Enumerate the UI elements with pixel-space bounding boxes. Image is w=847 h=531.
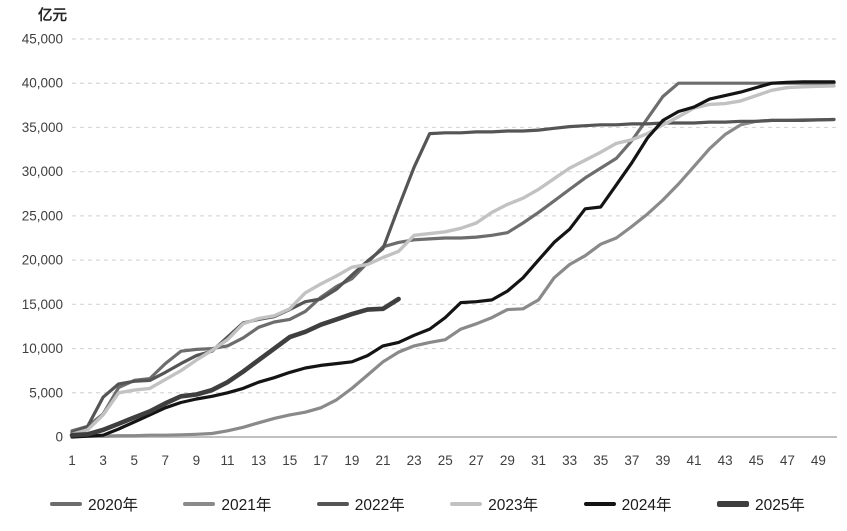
legend-line-swatch — [583, 502, 616, 506]
y-tick-label: 45,000 — [22, 32, 63, 47]
x-tick-label: 1 — [68, 453, 76, 468]
y-tick-label: 40,000 — [22, 76, 63, 91]
x-tick-label: 15 — [282, 453, 297, 468]
y-tick-label: 35,000 — [22, 120, 63, 135]
y-tick-label: 20,000 — [22, 253, 63, 268]
legend-line-swatch — [316, 502, 349, 506]
x-tick-label: 17 — [313, 453, 328, 468]
x-tick-label: 33 — [562, 453, 577, 468]
legend-item-2024: 2024年 — [583, 493, 672, 515]
chart-legend: 2020年 2021年 2022年 2023年 2024年 2025年 — [0, 493, 847, 515]
y-axis-unit-label: 亿元 — [38, 6, 67, 24]
legend-item-2023: 2023年 — [450, 493, 538, 515]
y-tick-label: 25,000 — [22, 208, 63, 223]
x-tick-label: 39 — [655, 453, 670, 468]
x-tick-label: 19 — [344, 453, 359, 468]
y-tick-label: 30,000 — [22, 164, 63, 179]
legend-year-label: 2022年 — [354, 497, 405, 514]
x-tick-label: 49 — [811, 453, 826, 468]
legend-line-swatch — [183, 502, 216, 506]
x-tick-label: 11 — [221, 453, 235, 468]
x-tick-label: 35 — [593, 453, 608, 468]
legend-year-label: 2023年 — [488, 497, 539, 514]
x-tick-label: 21 — [376, 453, 391, 468]
x-tick-label: 7 — [162, 453, 170, 468]
x-tick-label: 9 — [193, 453, 201, 468]
legend-year-label: 2025年 — [754, 497, 805, 514]
x-tick-label: 13 — [251, 453, 266, 468]
series-line-2023 — [70, 84, 836, 436]
legend-item-2022: 2022年 — [316, 493, 405, 515]
x-tick-label: 5 — [130, 453, 138, 468]
x-tick-label: 3 — [99, 453, 107, 468]
series-line-2020 — [70, 81, 836, 433]
line-chart-plot: 亿元05,00010,00015,00020,00025,00030,00035… — [22, 6, 837, 468]
series-line-2022 — [70, 117, 836, 435]
series-line-2021 — [70, 117, 836, 438]
series-line-2025 — [69, 296, 401, 438]
x-tick-label: 29 — [500, 453, 515, 468]
x-tick-label: 41 — [687, 453, 702, 468]
legend-line-swatch — [716, 501, 749, 507]
y-tick-label: 0 — [55, 430, 63, 445]
x-tick-label: 27 — [469, 453, 484, 468]
legend-item-2025: 2025年 — [716, 493, 805, 515]
x-tick-label: 43 — [718, 453, 733, 468]
legend-item-2020: 2020年 — [50, 493, 138, 515]
legend-year-label: 2021年 — [221, 497, 272, 514]
legend-year-label: 2020年 — [88, 497, 138, 514]
x-tick-label: 37 — [624, 453, 639, 468]
x-tick-label: 45 — [749, 453, 764, 468]
legend-year-label: 2024年 — [621, 497, 672, 514]
legend-item-2021: 2021年 — [183, 493, 271, 515]
legend-line-swatch — [50, 502, 82, 506]
x-tick-label: 23 — [407, 453, 422, 468]
x-tick-label: 31 — [531, 453, 546, 468]
y-tick-label: 5,000 — [29, 385, 63, 400]
x-tick-label: 47 — [780, 453, 795, 468]
y-tick-label: 10,000 — [22, 341, 63, 356]
x-tick-label: 25 — [438, 453, 453, 468]
legend-line-swatch — [450, 502, 483, 506]
y-tick-label: 15,000 — [22, 297, 63, 312]
series-line-2024 — [70, 80, 836, 439]
